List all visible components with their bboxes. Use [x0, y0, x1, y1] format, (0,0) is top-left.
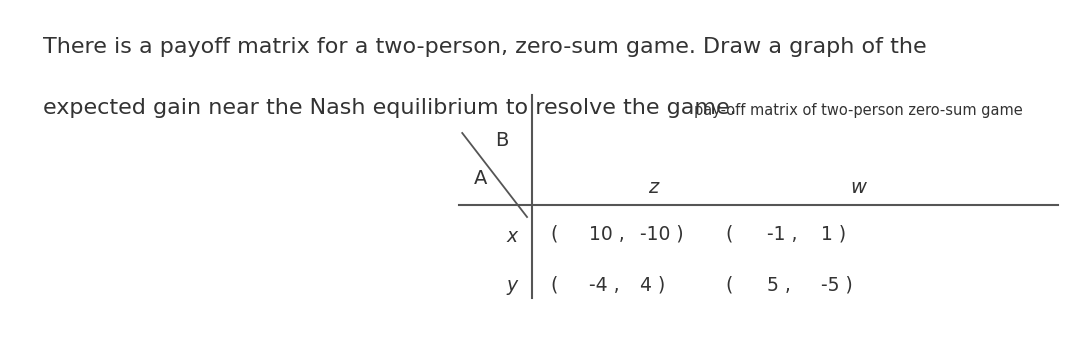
Text: -10 ): -10 ) — [640, 225, 684, 244]
Text: 5 ,: 5 , — [767, 276, 791, 295]
Text: -5 ): -5 ) — [821, 276, 852, 295]
Text: 10 ,: 10 , — [589, 225, 624, 244]
Text: (: ( — [551, 276, 558, 295]
Text: 1 ): 1 ) — [821, 225, 846, 244]
Text: (: ( — [726, 225, 733, 244]
Text: w: w — [851, 178, 866, 197]
Text: B: B — [496, 131, 509, 149]
Text: A: A — [474, 169, 487, 188]
Text: -1 ,: -1 , — [767, 225, 797, 244]
Text: -4 ,: -4 , — [589, 276, 619, 295]
Text: x: x — [507, 227, 517, 246]
Text: z: z — [648, 178, 659, 197]
Text: pay-off matrix of two-person zero-sum game: pay-off matrix of two-person zero-sum ga… — [694, 103, 1023, 118]
Text: expected gain near the Nash equilibrium to resolve the game.: expected gain near the Nash equilibrium … — [43, 98, 737, 118]
Text: (: ( — [726, 276, 733, 295]
Text: There is a payoff matrix for a two-person, zero-sum game. Draw a graph of the: There is a payoff matrix for a two-perso… — [43, 37, 927, 57]
Text: y: y — [507, 276, 517, 295]
Text: (: ( — [551, 225, 558, 244]
Text: 4 ): 4 ) — [640, 276, 665, 295]
